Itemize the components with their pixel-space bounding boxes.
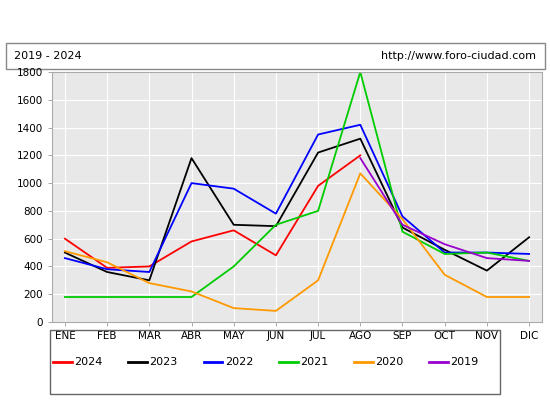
Text: 2021: 2021	[300, 357, 328, 367]
Text: 2019: 2019	[450, 357, 478, 367]
Text: 2019 - 2024: 2019 - 2024	[14, 51, 81, 61]
Text: 2020: 2020	[375, 357, 403, 367]
Text: 2023: 2023	[150, 357, 178, 367]
Text: 2022: 2022	[224, 357, 253, 367]
Text: 2024: 2024	[74, 357, 103, 367]
Text: http://www.foro-ciudad.com: http://www.foro-ciudad.com	[381, 51, 536, 61]
Text: Evolucion Nº Turistas Nacionales en el municipio de Frómista: Evolucion Nº Turistas Nacionales en el m…	[64, 14, 486, 28]
